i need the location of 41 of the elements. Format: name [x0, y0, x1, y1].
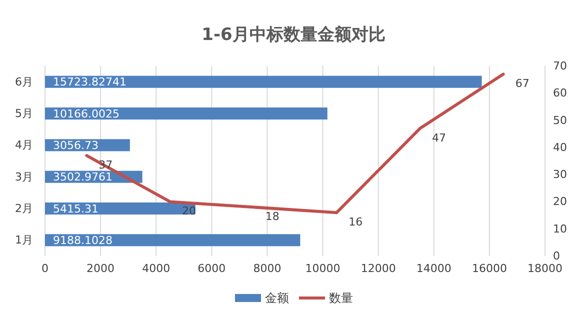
data-label: 47: [432, 131, 446, 144]
chart-title: 1-6月中标数量金额对比: [202, 25, 386, 45]
y-tick-label: 40: [553, 140, 567, 154]
x-tick-label: 4000: [142, 262, 170, 275]
x-tick-label: 0: [42, 262, 48, 275]
bar: [45, 76, 482, 88]
x-tick-label: 8000: [253, 262, 282, 275]
data-label: 3056.73: [53, 139, 98, 152]
y-tick-label: 2月: [15, 202, 33, 216]
y-tick-label: 60: [553, 86, 567, 100]
x-tick-label: 2000: [86, 262, 115, 275]
y-tick-label: 30: [553, 168, 567, 182]
data-label: 18: [265, 210, 280, 223]
y-tick-label: 3月: [15, 170, 33, 184]
y-tick-label: 4月: [15, 138, 33, 152]
y-tick-label: 6月: [15, 75, 33, 88]
data-label: 67: [515, 76, 530, 90]
x-tick-label: 10000: [305, 262, 340, 275]
bar: [45, 234, 300, 246]
data-label: 9188.1028: [53, 234, 112, 248]
x-tick-label: 6000: [198, 262, 226, 275]
y-tick-label: 1月: [15, 234, 33, 247]
bar: [45, 107, 328, 120]
x-tick-label: 14000: [416, 262, 452, 275]
legend-label: 金额: [265, 291, 289, 306]
y-tick-label: 5月: [15, 107, 33, 120]
data-label: 16: [348, 215, 363, 228]
x-tick-label: 12000: [360, 262, 396, 275]
y-tick-label: 0: [553, 250, 560, 263]
data-label: 3502.9761: [53, 170, 112, 184]
y-tick-label: 70: [553, 60, 567, 73]
data-label: 15723.82741: [53, 76, 126, 89]
y-tick-label: 10: [553, 222, 567, 236]
x-tick-label: 16000: [472, 262, 507, 275]
data-label: 10166.0025: [53, 107, 120, 120]
data-label: 20: [182, 204, 196, 218]
y-tick-label: 50: [553, 114, 567, 127]
x-tick-label: 18000: [528, 262, 562, 275]
data-label: 5415.31: [53, 202, 98, 216]
y-tick-label: 20: [553, 195, 567, 208]
legend-label: 数量: [329, 291, 353, 306]
